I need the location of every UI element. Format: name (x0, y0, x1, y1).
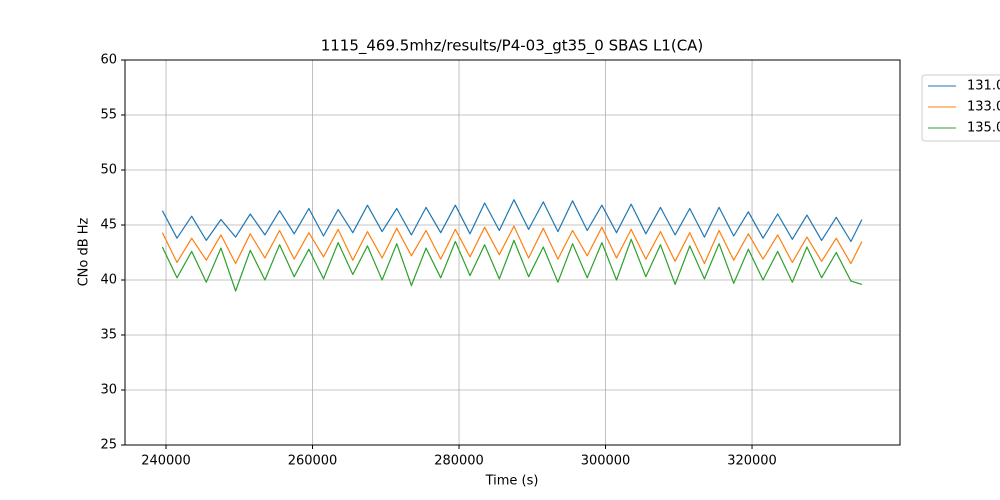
y-tick-label: 55 (100, 108, 117, 123)
plot-frame (124, 59, 901, 446)
x-tick-label: 260000 (288, 454, 338, 469)
series-line (161, 238, 863, 292)
y-tick-label: 40 (100, 273, 117, 288)
y-tick-label: 35 (100, 328, 117, 343)
y-axis-label: CNo dB Hz (77, 217, 92, 286)
legend: 131.0 133.0 135.0 (921, 74, 1000, 142)
x-tick-label: 320000 (727, 454, 777, 469)
y-tick-label: 30 (100, 383, 117, 398)
y-tick-label: 60 (100, 53, 117, 68)
legend-label: 135.0 (967, 121, 1000, 136)
y-tick-label: 50 (100, 163, 117, 178)
x-tick-label: 240000 (141, 454, 191, 469)
legend-label: 133.0 (967, 100, 1000, 115)
x-tick-label: 300000 (581, 454, 631, 469)
y-tick-label: 25 (100, 438, 117, 453)
legend-label: 131.0 (967, 79, 1000, 94)
legend-box (921, 74, 1000, 142)
x-tick-label: 280000 (434, 454, 484, 469)
y-tick-label: 45 (100, 218, 117, 233)
x-axis-label: Time (s) (485, 474, 539, 489)
series-line (161, 225, 863, 265)
series-line (161, 199, 863, 243)
chart-title: 1115_469.5mhz/results/P4-03_gt35_0 SBAS … (321, 37, 704, 56)
